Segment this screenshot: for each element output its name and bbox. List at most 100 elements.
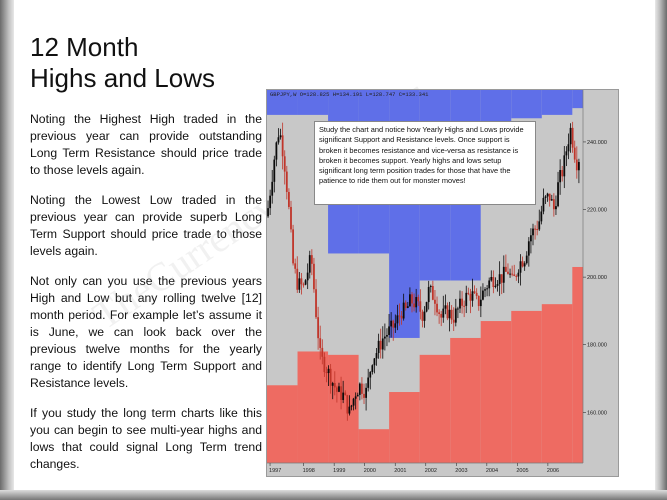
candle-body <box>467 292 470 294</box>
candle-body <box>369 372 372 378</box>
candle-body <box>371 365 374 373</box>
candle-body <box>288 191 290 207</box>
support-band-1998 <box>297 351 329 463</box>
candle-body <box>402 302 405 319</box>
price-chart: 240.000 220.000 200.000 180.000 160.000 1997 1… <box>266 89 619 477</box>
resistance-band-2006 <box>541 90 573 115</box>
candle-body <box>450 309 453 320</box>
candle-body <box>383 336 386 339</box>
y-tick-label: 200.000 <box>587 275 607 281</box>
candle-body <box>492 277 495 288</box>
candle-body <box>400 315 403 319</box>
x-tick-label: 2004 <box>486 468 498 474</box>
x-tick-label: 2001 <box>394 468 406 474</box>
paragraph-highest-high: Noting the Highest High traded in the pr… <box>30 112 262 177</box>
candle-body <box>454 308 457 323</box>
chart-header: GBPJPY,W O=128.825 H=134.191 L=128.747 C… <box>270 91 429 98</box>
candle-body <box>335 387 338 392</box>
candle-body <box>350 405 353 407</box>
candle-body <box>479 299 482 307</box>
candle-body <box>511 273 514 275</box>
candle-body <box>557 182 559 207</box>
candle-body <box>321 347 324 357</box>
candle-body <box>507 271 509 274</box>
support-band-2002 <box>419 354 451 463</box>
candle-body <box>298 278 301 290</box>
candle-body <box>448 309 451 319</box>
y-tick-label: 160.000 <box>587 410 607 416</box>
y-tick-label: 180.000 <box>587 343 607 349</box>
candle-body <box>304 280 307 285</box>
candle-body <box>409 294 411 307</box>
candle-body <box>390 320 393 327</box>
candle-body <box>394 323 397 328</box>
candle-body <box>536 229 539 231</box>
candle-body <box>538 221 541 230</box>
support-band-2005 <box>511 310 542 463</box>
candle-body <box>456 308 459 310</box>
candle-body <box>434 299 436 304</box>
x-tick-label: 2000 <box>364 468 376 474</box>
candle-body <box>285 171 288 192</box>
candle-body <box>471 291 474 301</box>
candle-body <box>421 311 424 321</box>
support-band-2006 <box>541 304 573 463</box>
window-frame-bottom <box>0 490 667 500</box>
candle-body <box>563 155 566 177</box>
candle-body <box>363 393 365 398</box>
candle-body <box>490 277 493 281</box>
candle-body <box>277 137 280 143</box>
candle-body <box>348 406 351 414</box>
candle-body <box>425 302 428 312</box>
resistance-band-2005 <box>511 90 542 119</box>
chart-canvas: 240.000 220.000 200.000 180.000 160.000 1997 1… <box>267 90 618 476</box>
candle-body <box>502 266 505 283</box>
candle-body <box>431 286 434 300</box>
x-tick-label: 2002 <box>425 468 437 474</box>
candle-body <box>313 263 315 290</box>
candle-body <box>509 273 511 275</box>
candle-body <box>377 340 380 354</box>
paragraph-multi-year: If you study the long term charts like t… <box>30 406 262 471</box>
candle-body <box>565 151 568 156</box>
candle-body <box>413 303 415 308</box>
candle-body <box>482 290 484 300</box>
candle-body <box>323 356 326 373</box>
candle-body <box>544 196 547 198</box>
candle-body <box>388 326 390 336</box>
candle-body <box>573 147 576 160</box>
candle-body <box>540 211 543 222</box>
candle-body <box>381 338 384 350</box>
candle-body <box>484 289 486 291</box>
candle-body <box>469 293 472 301</box>
candle-body <box>315 289 317 318</box>
x-tick-label: 2005 <box>516 468 528 474</box>
candle-body <box>411 294 413 304</box>
window-frame-right <box>655 0 667 500</box>
candle-body <box>429 286 432 288</box>
candle-body <box>496 284 499 286</box>
candle-body <box>317 317 320 339</box>
candle-body <box>296 268 299 290</box>
candle-body <box>386 335 388 337</box>
paragraph-rolling-period: Not only can you use the previous years … <box>30 274 262 390</box>
x-tick-label: 1998 <box>303 468 315 474</box>
candle-body <box>283 156 286 172</box>
candle-body <box>488 280 491 289</box>
candle-body <box>548 193 551 201</box>
x-axis-panel <box>267 463 618 476</box>
candle-body <box>546 193 549 197</box>
candle-body <box>340 386 342 400</box>
candle-body <box>427 287 430 303</box>
slide-title: 12 Month Highs and Lows <box>30 32 215 94</box>
candle-body <box>504 266 507 272</box>
y-tick-label: 240.000 <box>587 140 607 146</box>
candle-body <box>423 311 426 321</box>
candle-body <box>375 353 378 359</box>
candle-body <box>550 199 553 201</box>
candle-body <box>292 229 294 264</box>
support-band-2001 <box>389 392 420 463</box>
candle-body <box>459 298 461 309</box>
slide-title-line1: 12 Month <box>30 32 139 62</box>
candle-body <box>294 263 297 269</box>
